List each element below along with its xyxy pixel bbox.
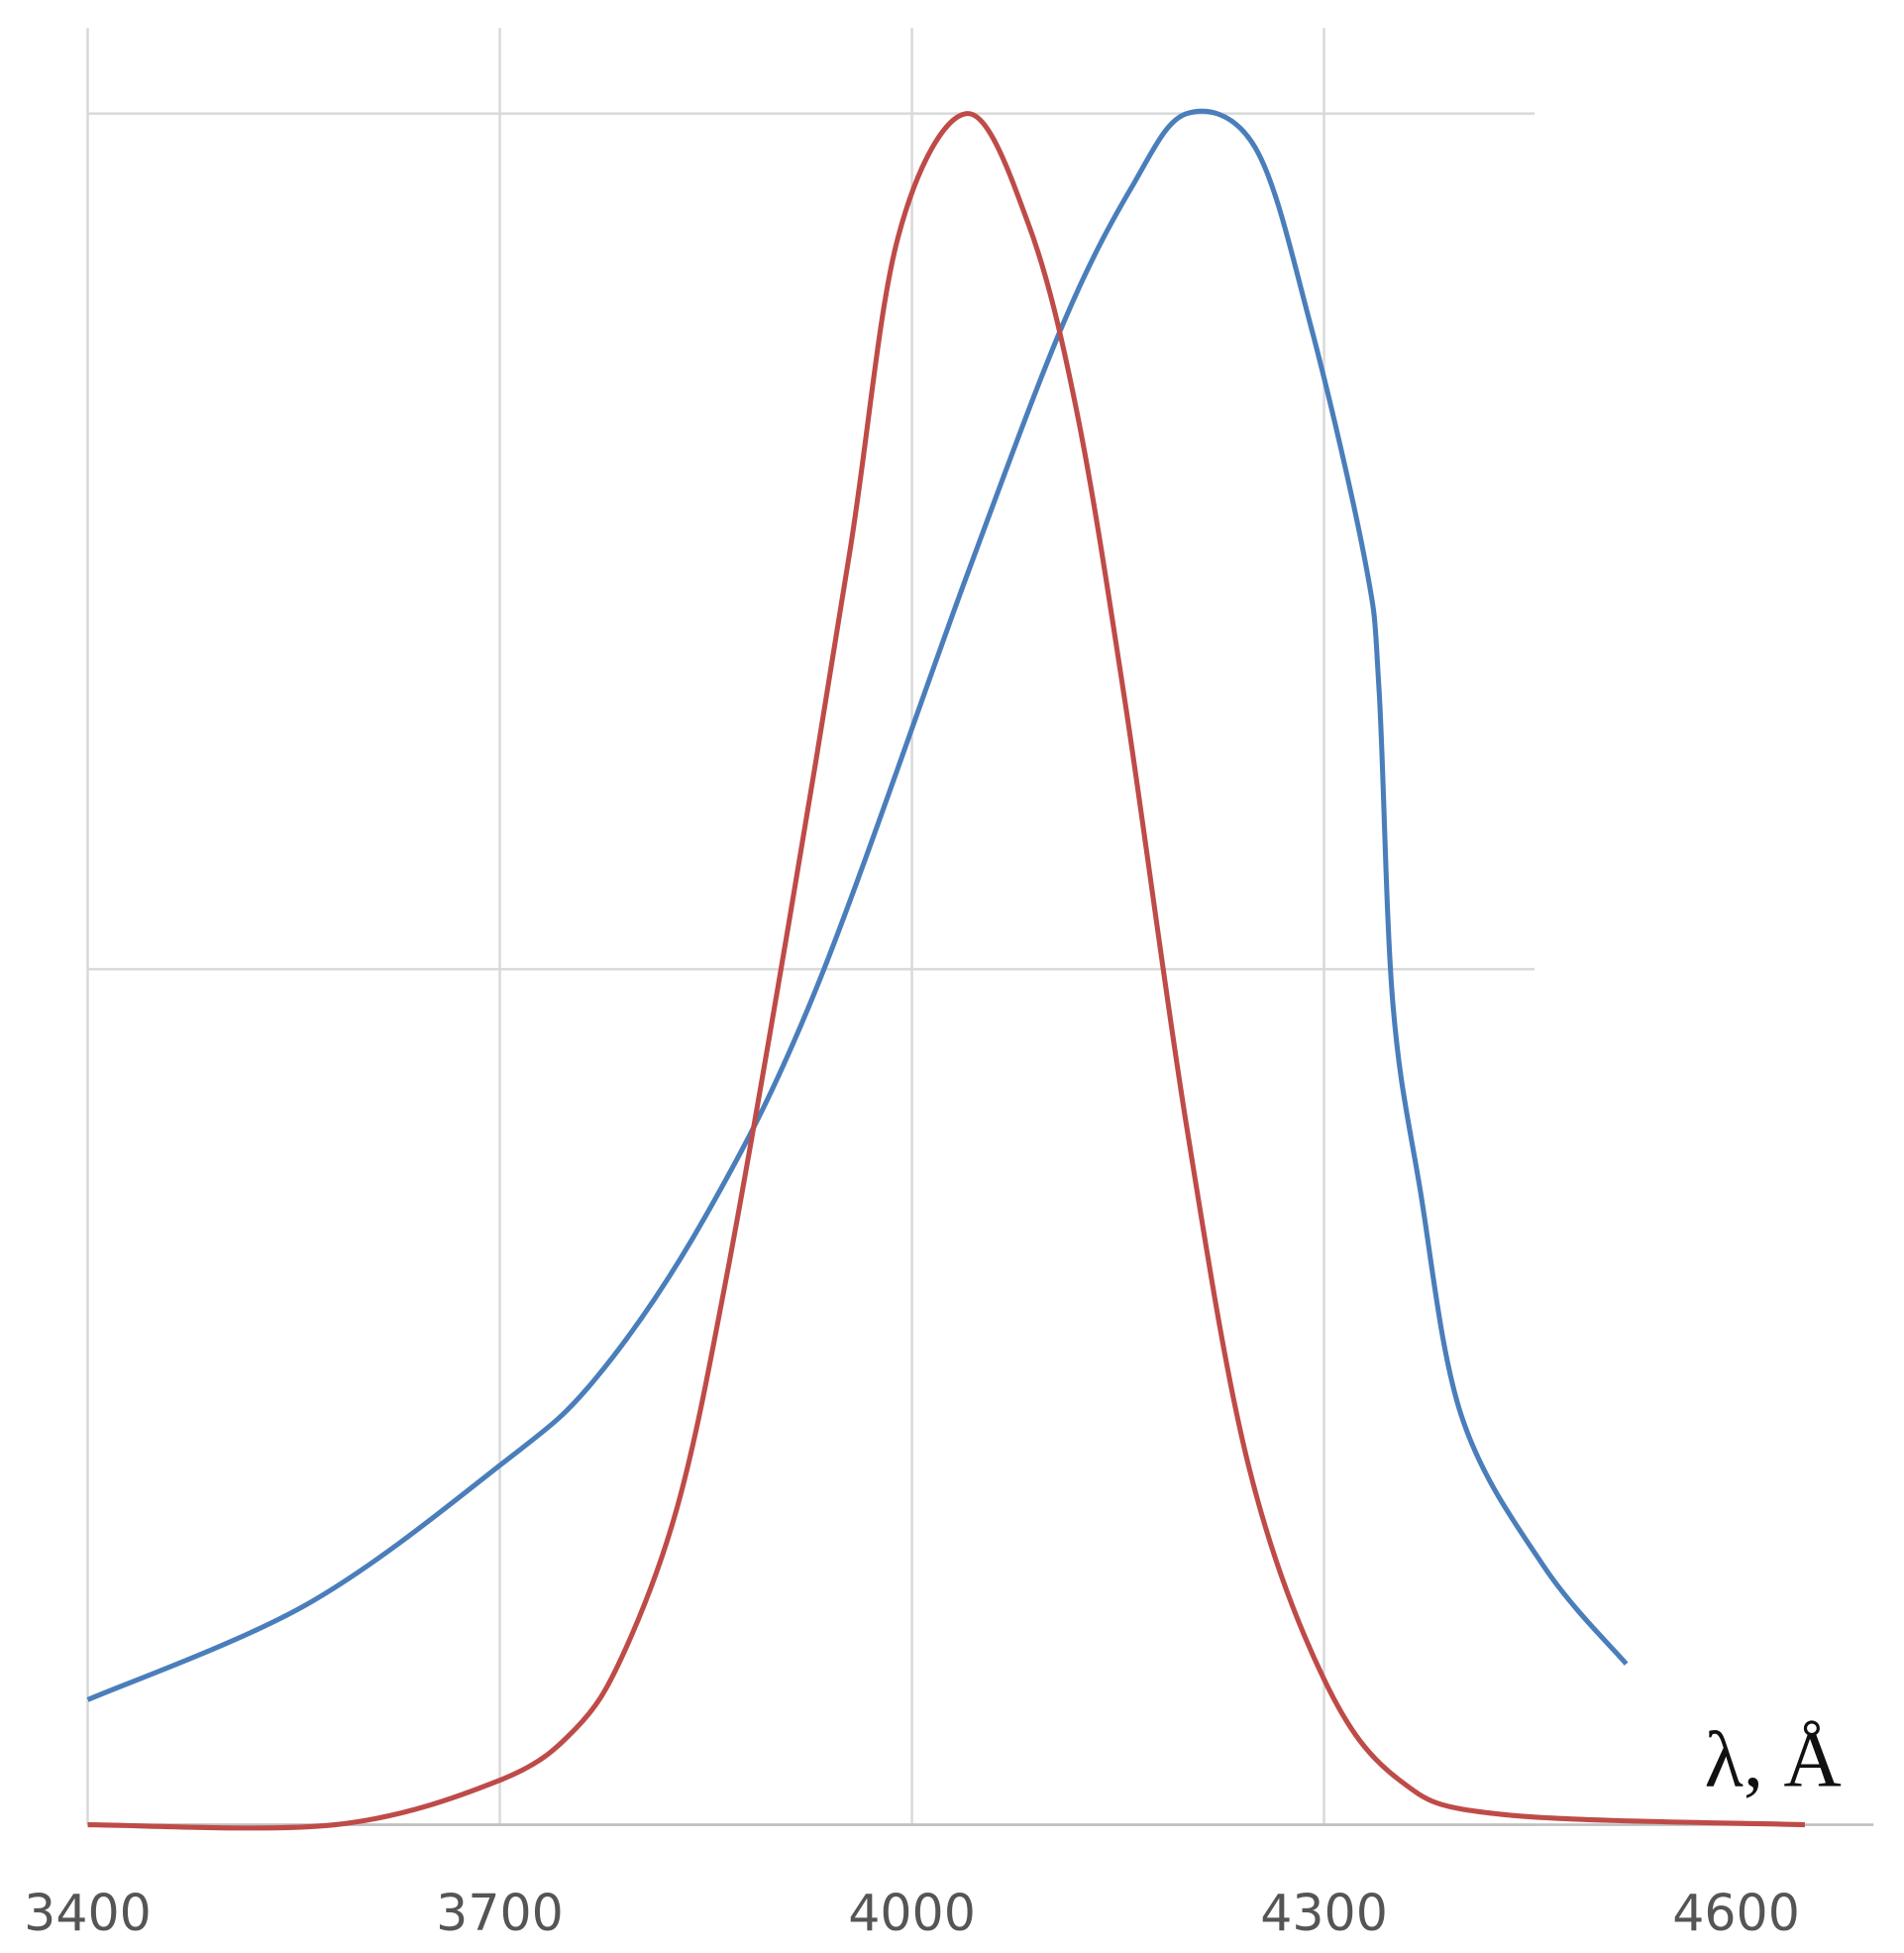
- x-tick-label: 4000: [848, 1884, 976, 1942]
- x-tick-label: 3700: [436, 1884, 564, 1942]
- axis-label: λ, Å: [1705, 1714, 1842, 1803]
- x-tick-label: 4300: [1260, 1884, 1388, 1942]
- series-line: [87, 111, 1805, 1831]
- x-tick-label: 4600: [1672, 1884, 1800, 1942]
- series-line: [86, 108, 1629, 1702]
- x-tick-label: 3400: [24, 1884, 152, 1942]
